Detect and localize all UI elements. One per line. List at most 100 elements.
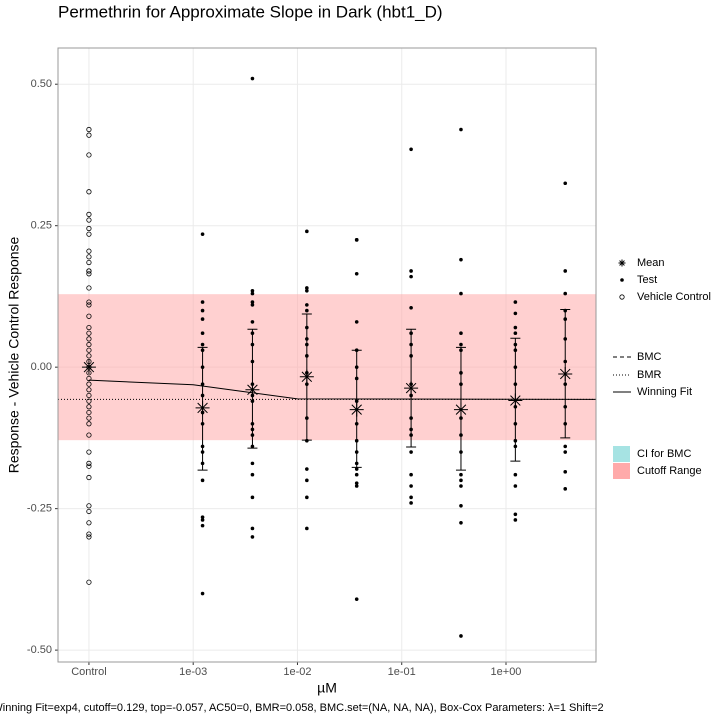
panel-border	[57, 47, 597, 663]
test-point	[563, 444, 568, 449]
vehicle-point	[86, 132, 92, 138]
vehicle-point	[86, 347, 92, 353]
test-point	[409, 495, 413, 500]
vehicle-point	[86, 449, 92, 455]
test-point	[459, 257, 463, 262]
legend-cutoff-swatch	[613, 463, 630, 479]
test-point	[459, 331, 463, 336]
vehicle-point	[86, 409, 92, 416]
test-point	[305, 467, 309, 471]
y-axis-label: Response - Vehicle Control Response	[6, 236, 22, 473]
test-point	[200, 300, 205, 304]
mean-marker	[245, 382, 260, 397]
test-point	[563, 181, 568, 186]
vehicle-point	[86, 520, 92, 526]
test-point	[200, 518, 205, 522]
vehicle-point	[86, 421, 92, 427]
mean-marker	[558, 366, 573, 381]
test-point	[200, 523, 205, 528]
chart-title: Permethrin for Approximate Slope in Dark…	[58, 2, 443, 21]
test-point	[250, 461, 255, 466]
test-point	[200, 591, 205, 596]
test-point	[250, 535, 255, 539]
mean-marker	[404, 381, 419, 396]
test-point	[354, 472, 359, 477]
vehicle-point	[86, 217, 92, 223]
test-point	[459, 634, 463, 638]
test-point	[409, 484, 413, 488]
y-tick-label: -0.50	[27, 644, 52, 656]
test-point	[200, 308, 205, 313]
mean-marker	[195, 400, 210, 415]
test-point	[354, 481, 359, 485]
test-point	[459, 478, 463, 483]
test-point	[250, 303, 255, 307]
test-point	[563, 470, 568, 474]
legend-label: BMC	[637, 351, 662, 363]
vehicle-point	[86, 534, 92, 540]
test-point	[513, 484, 518, 488]
test-point	[563, 450, 568, 454]
test-point	[409, 269, 413, 273]
test-point	[354, 320, 359, 324]
vehicle-point	[86, 432, 92, 438]
y-tick-label: -0.25	[27, 503, 52, 515]
vehicle-point	[86, 211, 92, 217]
test-point	[459, 472, 463, 477]
test-point	[354, 484, 359, 488]
vehicle-point	[86, 152, 92, 158]
legend-label: Vehicle Control	[637, 291, 711, 303]
test-point	[409, 274, 413, 279]
vehicle-point	[86, 503, 92, 509]
vehicle-point	[86, 254, 92, 260]
test-point	[200, 317, 205, 321]
vehicle-point	[86, 299, 92, 305]
vehicle-point	[86, 508, 92, 515]
test-point	[305, 526, 309, 531]
vehicle-point	[86, 415, 92, 421]
legend-vehicle-symbol	[619, 294, 625, 300]
vehicle-point	[86, 398, 92, 404]
legend-label: BMR	[637, 369, 662, 381]
vehicle-point	[86, 302, 92, 308]
vehicle-point	[86, 268, 92, 274]
test-point	[250, 76, 255, 81]
vehicle-point	[86, 248, 92, 254]
x-tick-label: 1e-03	[179, 666, 207, 678]
test-point	[200, 515, 205, 519]
vehicle-point	[86, 336, 92, 342]
test-point	[354, 238, 359, 242]
test-point	[409, 305, 413, 310]
test-point	[459, 520, 463, 525]
vehicle-point	[86, 341, 92, 348]
test-point	[250, 291, 255, 296]
vehicle-point	[86, 324, 92, 331]
test-point	[354, 271, 359, 276]
fit-line	[88, 379, 597, 400]
test-point	[563, 487, 568, 491]
legend-label: Mean	[637, 257, 665, 269]
test-point	[354, 467, 359, 471]
test-point	[563, 291, 568, 296]
vehicle-point	[86, 404, 92, 410]
test-point	[409, 450, 413, 454]
test-point	[200, 478, 205, 483]
test-point	[513, 331, 518, 336]
test-point	[513, 472, 518, 477]
vehicle-point	[86, 387, 92, 393]
vehicle-point	[86, 231, 92, 237]
x-tick-label: Control	[71, 666, 106, 678]
test-point	[305, 495, 309, 500]
mean-marker	[299, 369, 314, 384]
mean-marker	[81, 360, 96, 375]
test-point	[250, 320, 255, 324]
test-point	[250, 300, 255, 304]
cutoff-range	[58, 294, 596, 441]
vehicle-point	[86, 381, 92, 387]
vehicle-point	[86, 285, 92, 291]
test-point	[513, 518, 518, 522]
vehicle-point	[86, 460, 92, 466]
legend-test-symbol	[620, 278, 624, 282]
test-point	[563, 269, 568, 273]
test-point	[305, 478, 309, 483]
